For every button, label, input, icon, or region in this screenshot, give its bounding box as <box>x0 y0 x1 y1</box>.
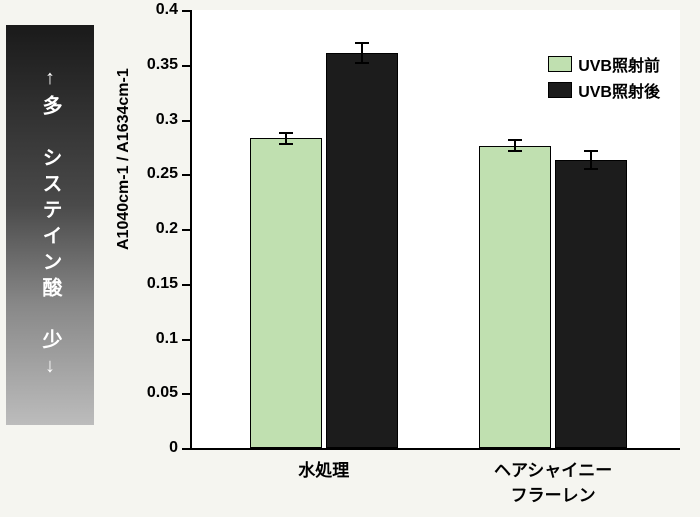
y-tick <box>182 229 192 231</box>
error-bar <box>590 151 592 169</box>
y-tick-label: 0.4 <box>156 1 178 19</box>
legend: UVB照射前UVB照射後 <box>548 52 660 104</box>
legend-item: UVB照射前 <box>548 52 660 76</box>
y-tick-label: 0.2 <box>156 220 178 238</box>
y-tick <box>182 120 192 122</box>
bar-after <box>555 160 627 448</box>
bar-before <box>479 146 551 448</box>
y-tick <box>182 393 192 395</box>
y-tick <box>182 10 192 12</box>
error-cap <box>279 143 293 145</box>
x-category-label: 水処理 <box>298 456 349 481</box>
x-category-label: ヘアシャイニーフラーレン <box>494 456 612 506</box>
y-tick-label: 0.3 <box>156 111 178 129</box>
side-label: ↑多 システイン酸 少↓ <box>38 67 62 383</box>
y-tick <box>182 284 192 286</box>
legend-item: UVB照射後 <box>548 78 660 102</box>
error-cap <box>508 139 522 141</box>
cysteic-acid-panel: ↑多 システイン酸 少↓ <box>6 25 94 425</box>
plot-area: UVB照射前UVB照射後 00.050.10.150.20.250.30.350… <box>190 10 680 450</box>
error-cap <box>355 42 369 44</box>
y-tick <box>182 174 192 176</box>
legend-label: UVB照射前 <box>578 52 660 76</box>
legend-swatch <box>548 82 572 98</box>
y-tick-label: 0 <box>169 439 178 457</box>
legend-swatch <box>548 56 572 72</box>
y-tick <box>182 65 192 67</box>
bar-before <box>250 138 322 448</box>
y-axis-label: A1040cm-1 / A1634cm-1 <box>115 68 133 250</box>
bar-after <box>326 53 398 448</box>
error-cap <box>584 168 598 170</box>
error-bar <box>361 43 363 63</box>
y-tick-label: 0.15 <box>147 275 178 293</box>
error-cap <box>355 62 369 64</box>
y-tick-label: 0.35 <box>147 56 178 74</box>
y-tick <box>182 339 192 341</box>
error-cap <box>279 132 293 134</box>
y-tick-label: 0.1 <box>156 330 178 348</box>
error-cap <box>584 150 598 152</box>
y-tick-label: 0.25 <box>147 165 178 183</box>
error-cap <box>508 150 522 152</box>
y-tick-label: 0.05 <box>147 384 178 402</box>
legend-label: UVB照射後 <box>578 78 660 102</box>
chart-container: A1040cm-1 / A1634cm-1 UVB照射前UVB照射後 00.05… <box>110 0 690 517</box>
y-tick <box>182 448 192 450</box>
